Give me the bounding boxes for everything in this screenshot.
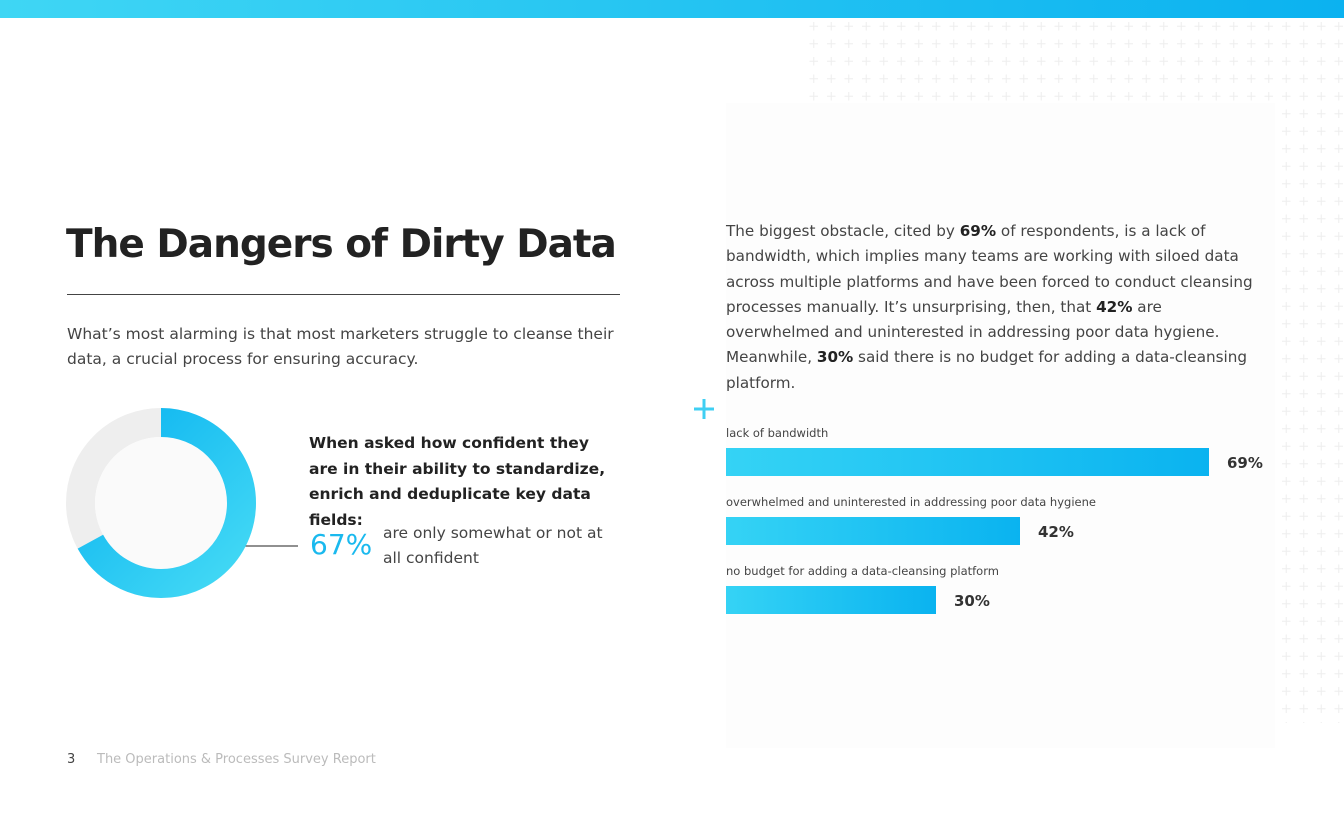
bar-label: lack of bandwidth [726,426,828,440]
plus-icon [694,399,714,419]
bar-label: overwhelmed and uninterested in addressi… [726,495,1096,509]
bar-value: 30% [954,592,990,610]
bar-label: no budget for adding a data-cleansing pl… [726,564,999,578]
top-band [0,0,1344,18]
intro: What’s most alarming is that most market… [67,325,614,368]
stat: 30% [816,348,854,367]
pattern [1275,103,1344,723]
donut-hole [95,437,227,569]
pattern [805,18,1344,103]
bar [726,517,1020,545]
stat: 42% [1096,297,1133,316]
donut-caption: are only somewhat or not at all confiden… [383,524,603,567]
donut-arc [66,408,256,598]
bar-value: 69% [1227,454,1263,472]
bar [726,448,1209,476]
text: said there is no budget for adding a dat… [726,348,1248,392]
text: The biggest obstacle, cited by [726,222,960,240]
bar [726,586,936,614]
panel [726,103,1275,748]
donut-question: When asked how confident they are in the… [309,434,606,529]
paragraph: The biggest obstacle, cited by 69% of re… [726,219,1256,396]
text: of respondents, is a lack of bandwidth, … [726,222,1253,316]
text: are overwhelmed and uninterested in addr… [726,297,1220,367]
donut-value: 67% [310,528,373,561]
report-name: The Operations & Processes Survey Report [97,752,376,767]
stat: 69% [959,222,997,240]
bar-value: 42% [1038,523,1074,541]
page-number: 3 [67,752,76,767]
title: The Dangers of Dirty Data [66,222,617,267]
